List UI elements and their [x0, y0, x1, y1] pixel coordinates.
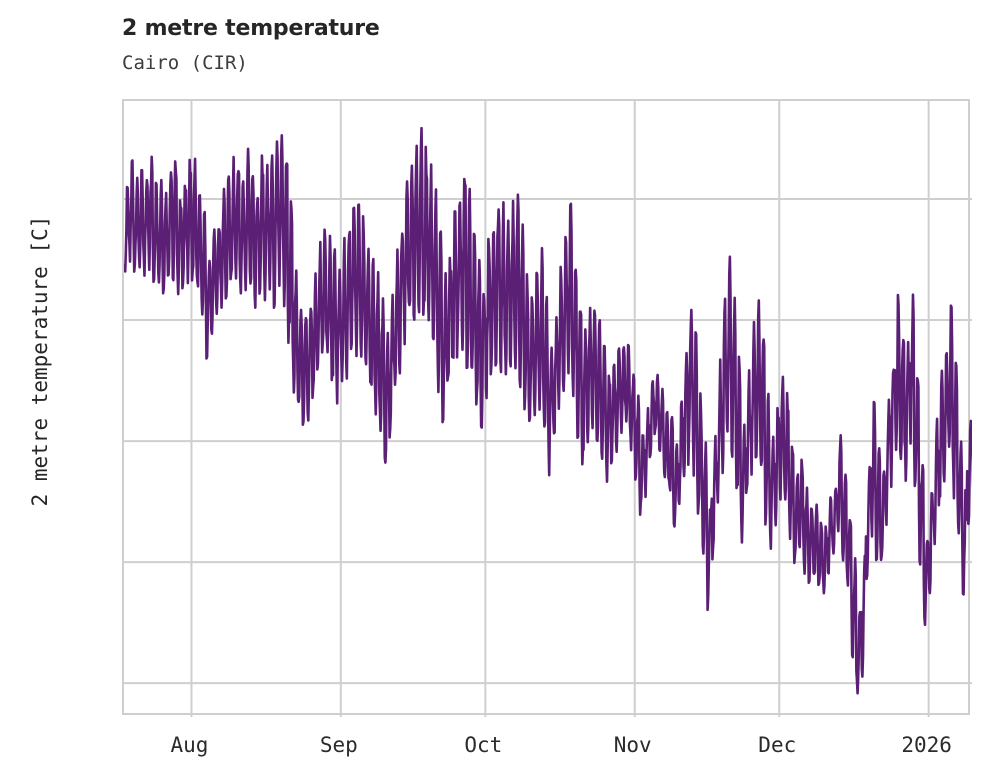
x-tick-label: Nov [613, 733, 652, 757]
chart-subtitle: Cairo (CIR) [122, 52, 248, 74]
y-axis-label: 2 metre temperature [C] [28, 215, 52, 507]
temperature-series-line [124, 126, 972, 695]
chart-title: 2 metre temperature [122, 16, 380, 41]
x-tick-label: Dec [758, 733, 797, 757]
x-tick-label: Oct [464, 733, 503, 757]
x-tick-label: 2026 [901, 733, 952, 757]
x-tick-label: Aug [170, 733, 209, 757]
plot-area [122, 99, 972, 717]
x-tick-label: Sep [319, 733, 358, 757]
